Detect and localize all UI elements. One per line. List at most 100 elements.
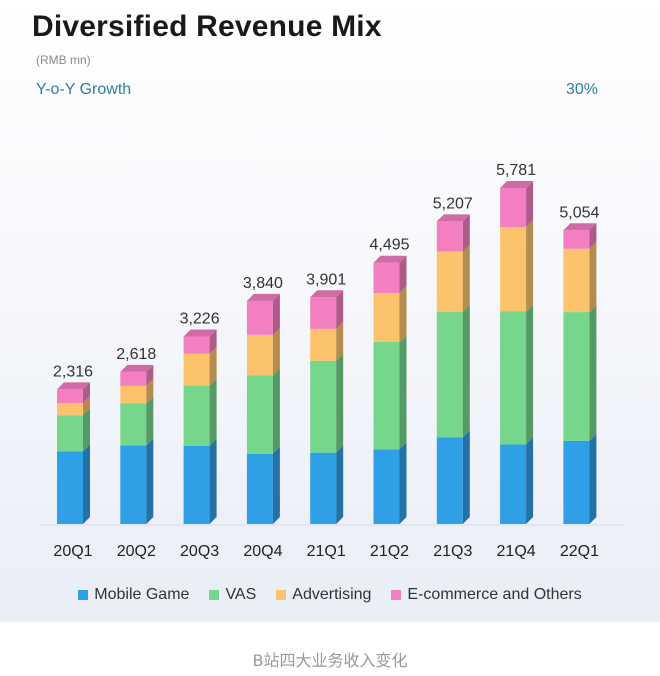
bar-advertising-21Q2 [373, 293, 400, 342]
chart-title: Diversified Revenue Mix [32, 10, 382, 43]
bar-side-mobile-game-22Q1 [589, 433, 597, 524]
bar-mobile-game-21Q1 [310, 452, 337, 524]
bar-side-ecommerce-22Q1 [589, 223, 597, 249]
bar-side-mobile-game-20Q1 [83, 444, 90, 524]
bar-advertising-20Q2 [120, 385, 147, 404]
bar-advertising-21Q3 [436, 251, 463, 313]
bar-mobile-game-22Q1 [563, 440, 590, 524]
bar-ecommerce-20Q4 [246, 300, 273, 335]
legend-swatch-ecommerce [391, 590, 402, 600]
total-label-21Q3: 5,207 [433, 195, 473, 212]
legend-item-ecommerce: E-commerce and Others [391, 586, 582, 604]
bar-side-mobile-game-21Q3 [462, 430, 470, 524]
legend-label-advertising: Advertising [292, 586, 372, 603]
bar-side-advertising-21Q3 [462, 244, 470, 313]
bar-mobile-game-21Q3 [436, 437, 463, 524]
legend-item-vas: VAS [209, 586, 256, 604]
bar-side-mobile-game-21Q1 [336, 445, 344, 524]
total-label-20Q3: 3,226 [180, 311, 220, 328]
total-label-20Q1: 2,316 [53, 363, 93, 380]
bar-advertising-20Q4 [246, 334, 273, 376]
bar-top-20Q1 [57, 382, 90, 390]
unit-label: (RMB mn) [36, 53, 91, 67]
bar-ecommerce-22Q1 [563, 230, 590, 249]
bar-side-vas-21Q4 [526, 304, 534, 445]
bar-side-ecommerce-20Q3 [209, 329, 217, 354]
bar-side-mobile-game-20Q4 [272, 446, 280, 524]
bar-mobile-game-21Q2 [373, 449, 400, 524]
bar-top-20Q3 [183, 329, 217, 337]
bar-side-mobile-game-20Q2 [146, 438, 154, 524]
bar-side-vas-20Q4 [272, 368, 280, 454]
bar-side-mobile-game-20Q3 [209, 438, 217, 524]
legend-swatch-advertising [276, 590, 287, 600]
bar-side-advertising-20Q4 [272, 327, 280, 376]
legend-label-vas: VAS [225, 586, 257, 603]
bar-ecommerce-20Q3 [183, 336, 210, 354]
bar-ecommerce-21Q4 [500, 188, 527, 228]
total-label-20Q4: 3,840 [243, 275, 283, 292]
bar-side-ecommerce-20Q2 [146, 364, 154, 386]
bar-advertising-21Q1 [310, 328, 337, 361]
bar-side-mobile-game-21Q2 [399, 442, 407, 524]
growth-value: 30% [566, 81, 599, 98]
bar-top-20Q4 [246, 293, 280, 301]
bar-vas-21Q1 [310, 360, 337, 453]
category-label-21Q2: 21Q2 [370, 543, 409, 560]
bar-vas-20Q1 [57, 415, 83, 452]
bar-side-advertising-22Q1 [589, 241, 597, 313]
bar-side-vas-20Q3 [209, 378, 217, 446]
image-caption: B站四大业务收入变化 [252, 651, 408, 670]
legend-label-mobile-game: Mobile Game [94, 586, 190, 603]
bar-mobile-game-21Q4 [500, 444, 527, 524]
bar-vas-21Q4 [500, 311, 527, 445]
category-label-21Q3: 21Q3 [433, 543, 472, 560]
bar-side-ecommerce-21Q4 [526, 181, 534, 228]
legend-label-ecommerce: E-commerce and Others [407, 586, 582, 603]
total-label-21Q2: 4,495 [369, 237, 409, 254]
bar-side-ecommerce-21Q3 [462, 214, 470, 252]
bar-top-21Q1 [310, 290, 344, 298]
bar-top-22Q1 [563, 223, 597, 231]
bar-side-advertising-21Q2 [399, 286, 407, 342]
bar-side-advertising-20Q3 [209, 346, 217, 386]
bar-side-vas-21Q3 [462, 305, 470, 438]
category-label-20Q3: 20Q3 [180, 543, 219, 560]
bar-top-21Q4 [500, 181, 534, 188]
bar-side-advertising-21Q4 [526, 220, 534, 312]
bar-top-20Q2 [120, 364, 154, 372]
bar-advertising-20Q3 [183, 353, 210, 386]
bar-side-mobile-game-21Q4 [526, 437, 534, 524]
total-label-20Q2: 2,618 [116, 346, 156, 363]
bar-side-vas-20Q1 [83, 408, 90, 452]
bar-advertising-21Q4 [500, 227, 527, 312]
bar-ecommerce-20Q2 [120, 371, 147, 386]
total-label-21Q4: 5,781 [496, 162, 536, 179]
category-label-22Q1: 22Q1 [560, 543, 599, 560]
bar-mobile-game-20Q4 [246, 453, 273, 524]
legend: Mobile Game VAS Advertising E-commerce a… [0, 586, 660, 604]
category-label-20Q2: 20Q2 [117, 543, 156, 560]
legend-swatch-vas [209, 590, 220, 600]
bar-side-vas-20Q2 [146, 396, 154, 446]
bar-ecommerce-21Q3 [436, 221, 463, 252]
bar-mobile-game-20Q2 [120, 445, 147, 524]
growth-label: Y-o-Y Growth [36, 81, 132, 98]
legend-item-mobile-game: Mobile Game [78, 586, 189, 604]
category-label-21Q1: 21Q1 [307, 543, 346, 560]
bar-ecommerce-21Q2 [373, 262, 400, 294]
bar-top-21Q2 [373, 255, 407, 263]
total-label-21Q1: 3,901 [306, 271, 346, 288]
bar-vas-22Q1 [563, 312, 590, 441]
bar-side-vas-22Q1 [589, 305, 597, 441]
bar-side-ecommerce-20Q4 [272, 293, 280, 335]
bar-vas-20Q4 [246, 375, 273, 454]
bar-advertising-20Q1 [57, 402, 83, 416]
bar-ecommerce-21Q1 [310, 297, 337, 329]
bar-side-advertising-20Q2 [146, 378, 154, 404]
category-label-20Q1: 20Q1 [53, 543, 92, 560]
bar-side-ecommerce-21Q2 [399, 255, 407, 294]
bar-side-vas-21Q1 [336, 353, 344, 453]
bar-side-ecommerce-21Q1 [336, 290, 344, 329]
category-label-21Q4: 21Q4 [497, 543, 536, 560]
